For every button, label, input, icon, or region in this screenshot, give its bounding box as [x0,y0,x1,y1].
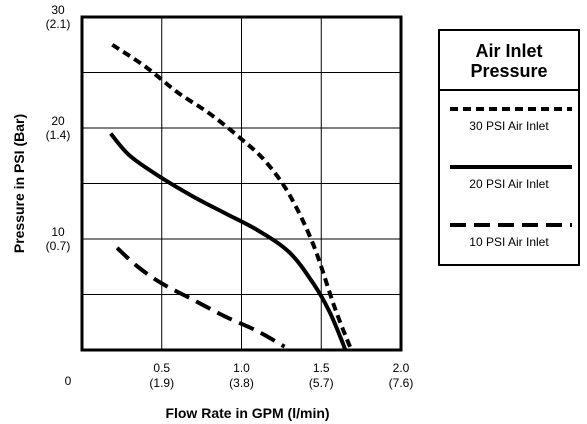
legend-label: 20 PSI Air Inlet [469,177,549,191]
legend-entry: 20 PSI Air Inlet [440,149,578,207]
y-tick-sublabel: (1.4) [46,128,71,142]
series-line-20-psi-air-inlet [109,132,348,351]
x-tick-sublabel: (3.8) [229,376,254,390]
x-tick-label: 0 [65,374,72,388]
plot-frame [80,15,403,352]
x-tick-sublabel: (7.6) [389,376,414,390]
y-tick-label: 20 [51,114,65,128]
chart-svg: 0 0.5(1.9) 1.0(3.8) 1.5(5.7) 2.0(7.6) 10(0.7… [11,3,414,421]
y-tick-sublabel: (0.7) [46,239,71,253]
y-tick-labels: 10(0.7) 20(1.4) 30(2.1) [46,3,71,253]
legend-swatch [450,107,572,111]
legend-label: 10 PSI Air Inlet [469,235,549,249]
x-tick-labels: 0 0.5(1.9) 1.0(3.8) 1.5(5.7) 2.0(7.6) [65,361,414,390]
legend-swatch [450,223,572,227]
legend-swatch [450,165,572,169]
x-tick-label: 1.5 [313,361,330,375]
grid-lines [82,17,401,350]
legend-label: 30 PSI Air Inlet [469,119,549,133]
legend-entry: 30 PSI Air Inlet [440,91,578,149]
legend-entry: 10 PSI Air Inlet [440,207,578,265]
y-tick-label: 10 [51,225,65,239]
series-line-30-psi-air-inlet [111,43,354,351]
y-axis-title: Pressure in PSI (Bar) [11,114,27,253]
x-axis-title: Flow Rate in GPM (l/min) [165,405,329,421]
x-tick-sublabel: (5.7) [309,376,334,390]
x-tick-label: 0.5 [153,361,170,375]
y-tick-sublabel: (2.1) [46,17,71,31]
x-tick-sublabel: (1.9) [149,376,174,390]
x-tick-label: 1.0 [233,361,250,375]
y-tick-label: 30 [51,3,65,17]
x-tick-label: 2.0 [393,361,410,375]
legend-title: Air Inlet Pressure [440,31,578,91]
legend-entries: 30 PSI Air Inlet 20 PSI Air Inlet 10 PSI A… [440,91,578,265]
legend: Air Inlet Pressure 30 PSI Air Inlet 20 PS… [438,29,580,266]
series-line-10-psi-air-inlet [115,246,286,349]
series-group [109,43,354,351]
